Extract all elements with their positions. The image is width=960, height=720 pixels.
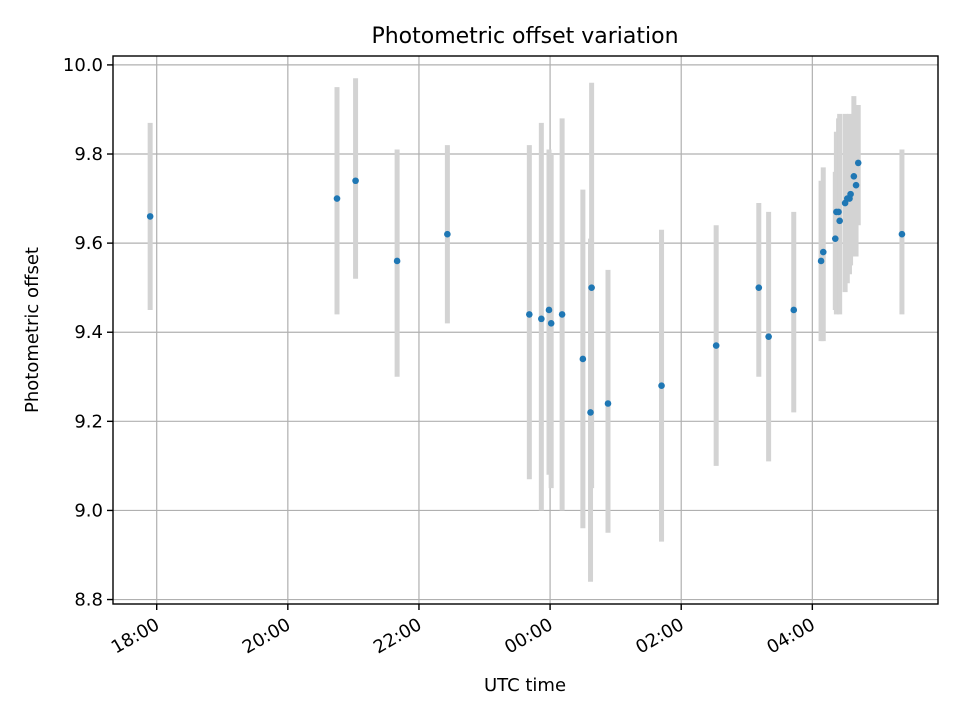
data-point xyxy=(545,306,553,314)
y-axis-label: Photometric offset xyxy=(22,247,43,413)
x-tick-label: 20:00 xyxy=(239,614,294,658)
x-tick-label: 18:00 xyxy=(108,614,163,658)
data-point xyxy=(817,257,825,265)
data-point xyxy=(835,208,842,216)
grid-lines xyxy=(113,56,938,604)
data-point xyxy=(538,315,545,323)
data-point xyxy=(547,320,555,327)
data-point xyxy=(712,342,720,349)
x-axis-label: UTC time xyxy=(484,675,566,696)
y-axis-ticks: 8.8 9.0 9.2 9.4 9.6 9.8 10.0 xyxy=(63,55,113,611)
data-point xyxy=(847,190,854,198)
chart-title: Photometric offset variation xyxy=(371,24,678,49)
data-point xyxy=(579,355,587,363)
y-tick-label: 9.6 xyxy=(74,233,103,254)
data-point xyxy=(526,311,533,318)
data-point xyxy=(393,257,401,265)
y-tick-label: 10.0 xyxy=(63,55,103,76)
data-point xyxy=(854,159,862,167)
data-points xyxy=(146,159,906,416)
plot-frame xyxy=(112,55,939,605)
x-tick-label: 00:00 xyxy=(501,614,556,658)
data-point xyxy=(587,409,594,416)
y-tick-label: 8.8 xyxy=(74,590,103,611)
y-tick-label: 9.8 xyxy=(74,144,103,165)
x-tick-label: 22:00 xyxy=(370,614,425,658)
data-point xyxy=(604,400,612,407)
x-axis-ticks: 18:00 20:00 22:00 00:00 02:00 04:00 xyxy=(108,604,819,658)
data-point xyxy=(588,284,595,291)
x-tick-label: 04:00 xyxy=(763,614,818,658)
y-tick-label: 9.0 xyxy=(74,500,103,521)
data-point xyxy=(333,195,341,202)
data-point xyxy=(352,177,359,185)
data-point xyxy=(836,217,843,225)
data-point xyxy=(850,172,858,180)
data-point xyxy=(755,284,763,291)
x-tick-label: 02:00 xyxy=(632,614,687,658)
data-point xyxy=(852,181,860,189)
data-point xyxy=(444,230,451,238)
data-point xyxy=(819,248,827,256)
data-point xyxy=(146,213,154,220)
data-point xyxy=(658,382,665,389)
data-point xyxy=(765,333,772,340)
data-point xyxy=(831,235,839,242)
y-tick-label: 9.4 xyxy=(74,322,103,343)
data-point xyxy=(558,311,566,318)
data-point xyxy=(790,306,798,314)
data-point xyxy=(898,230,906,238)
y-tick-label: 9.2 xyxy=(74,411,103,432)
